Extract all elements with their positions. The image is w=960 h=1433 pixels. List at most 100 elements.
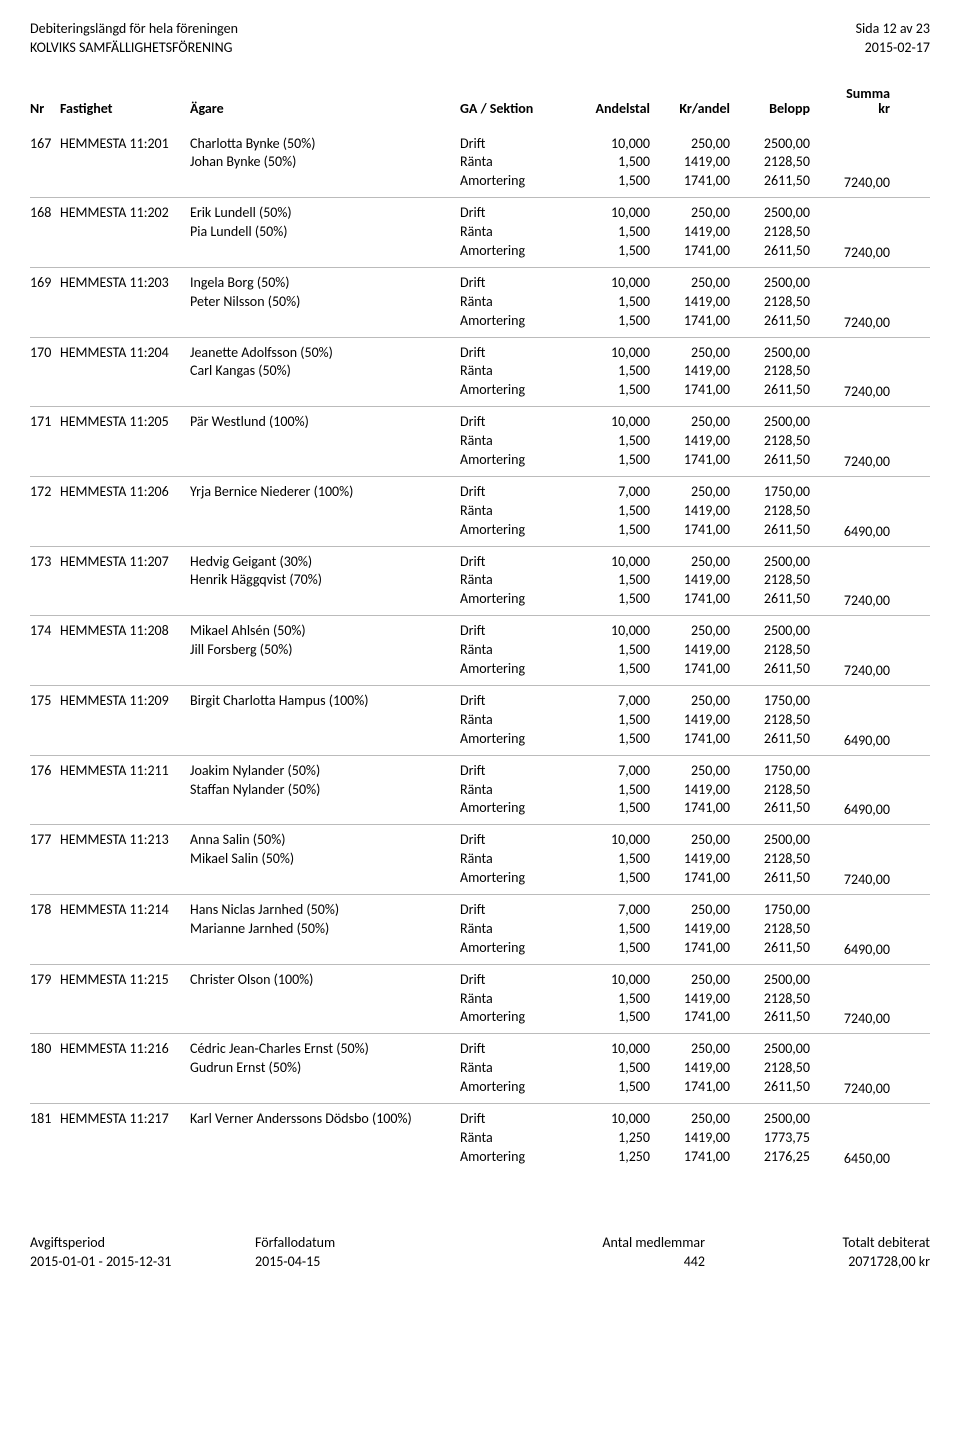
line-ga: Amortering <box>460 451 570 470</box>
line-andelstal: 1,500 <box>570 939 650 958</box>
table-row: 175HEMMESTA 11:209Birgit Charlotta Hampu… <box>30 686 930 756</box>
cell-belopp: 2500,002128,502611,50 <box>730 413 810 470</box>
line-belopp: 1750,00 <box>730 692 810 711</box>
cell-sum: 7240,00 <box>810 413 890 470</box>
line-andelstal: 1,500 <box>570 451 650 470</box>
owner-name: Pär Westlund (100%) <box>190 413 460 432</box>
owner-name: Karl Verner Anderssons Dödsbo (100%) <box>190 1110 460 1129</box>
cell-sum: 7240,00 <box>810 1040 890 1097</box>
line-krandel: 250,00 <box>650 204 730 223</box>
cell-belopp: 2500,002128,502611,50 <box>730 344 810 401</box>
line-ga: Amortering <box>460 939 570 958</box>
cell-nr: 177 <box>30 831 60 888</box>
line-belopp: 2128,50 <box>730 1059 810 1078</box>
cell-belopp: 1750,002128,502611,50 <box>730 483 810 540</box>
cell-belopp: 2500,002128,502611,50 <box>730 135 810 192</box>
line-ga: Amortering <box>460 730 570 749</box>
doc-title: Debiteringslängd för hela föreningen <box>30 20 238 39</box>
table-row: 180HEMMESTA 11:216Cédric Jean-Charles Er… <box>30 1034 930 1104</box>
line-krandel: 1741,00 <box>650 730 730 749</box>
line-krandel: 250,00 <box>650 762 730 781</box>
line-ga: Ränta <box>460 362 570 381</box>
line-andelstal: 1,250 <box>570 1148 650 1167</box>
line-andelstal: 7,000 <box>570 692 650 711</box>
cell-owners: Cédric Jean-Charles Ernst (50%)Gudrun Er… <box>190 1040 460 1097</box>
cell-ga: DriftRäntaAmortering <box>460 762 570 819</box>
owner-name: Charlotta Bynke (50%) <box>190 135 460 154</box>
line-andelstal: 1,500 <box>570 502 650 521</box>
line-belopp: 2500,00 <box>730 135 810 154</box>
line-belopp: 2500,00 <box>730 413 810 432</box>
line-ga: Drift <box>460 971 570 990</box>
line-krandel: 1741,00 <box>650 799 730 818</box>
cell-nr: 176 <box>30 762 60 819</box>
cell-owners: Pär Westlund (100%) <box>190 413 460 470</box>
table-row: 171HEMMESTA 11:205Pär Westlund (100%)Dri… <box>30 407 930 477</box>
line-krandel: 1741,00 <box>650 172 730 191</box>
table-row: 173HEMMESTA 11:207Hedvig Geigant (30%)He… <box>30 547 930 617</box>
cell-belopp: 2500,002128,502611,50 <box>730 971 810 1028</box>
entries-list: 167HEMMESTA 11:201Charlotta Bynke (50%)J… <box>30 129 930 1173</box>
due-label: Förfallodatum <box>255 1233 480 1253</box>
cell-ga: DriftRäntaAmortering <box>460 971 570 1028</box>
line-andelstal: 10,000 <box>570 204 650 223</box>
line-ga: Ränta <box>460 1129 570 1148</box>
cell-andelstal: 10,0001,5001,500 <box>570 413 650 470</box>
cell-andelstal: 7,0001,5001,500 <box>570 483 650 540</box>
line-ga: Amortering <box>460 590 570 609</box>
cell-sum: 6490,00 <box>810 762 890 819</box>
header-right: Sida 12 av 23 2015-02-17 <box>856 20 930 58</box>
cell-andelstal: 10,0001,5001,500 <box>570 344 650 401</box>
line-andelstal: 1,500 <box>570 223 650 242</box>
line-krandel: 250,00 <box>650 135 730 154</box>
line-krandel: 1419,00 <box>650 641 730 660</box>
cell-andelstal: 7,0001,5001,500 <box>570 692 650 749</box>
line-ga: Drift <box>460 1040 570 1059</box>
line-belopp: 2176,25 <box>730 1148 810 1167</box>
cell-sum: 6450,00 <box>810 1110 890 1167</box>
cell-ga: DriftRäntaAmortering <box>460 831 570 888</box>
line-ga: Amortering <box>460 869 570 888</box>
cell-owners: Charlotta Bynke (50%)Johan Bynke (50%) <box>190 135 460 192</box>
line-andelstal: 1,500 <box>570 362 650 381</box>
cell-ga: DriftRäntaAmortering <box>460 413 570 470</box>
cell-sum: 7240,00 <box>810 135 890 192</box>
line-andelstal: 1,500 <box>570 1059 650 1078</box>
line-belopp: 2128,50 <box>730 641 810 660</box>
line-krandel: 1741,00 <box>650 660 730 679</box>
cell-andelstal: 10,0001,5001,500 <box>570 1040 650 1097</box>
line-andelstal: 7,000 <box>570 901 650 920</box>
line-ga: Amortering <box>460 1078 570 1097</box>
owner-name: Cédric Jean-Charles Ernst (50%) <box>190 1040 460 1059</box>
cell-owners: Hans Niclas Jarnhed (50%)Marianne Jarnhe… <box>190 901 460 958</box>
line-andelstal: 1,500 <box>570 869 650 888</box>
owner-name: Mikael Ahlsén (50%) <box>190 622 460 641</box>
line-krandel: 1741,00 <box>650 451 730 470</box>
cell-sum: 6490,00 <box>810 483 890 540</box>
cell-andelstal: 10,0001,5001,500 <box>570 831 650 888</box>
line-belopp: 2500,00 <box>730 553 810 572</box>
line-andelstal: 10,000 <box>570 1110 650 1129</box>
line-andelstal: 1,500 <box>570 799 650 818</box>
org-name: KOLVIKS SAMFÄLLIGHETSFÖRENING <box>30 39 238 58</box>
owner-name: Henrik Häggqvist (70%) <box>190 571 460 590</box>
line-andelstal: 1,500 <box>570 432 650 451</box>
line-andelstal: 1,500 <box>570 172 650 191</box>
line-andelstal: 10,000 <box>570 135 650 154</box>
line-ga: Drift <box>460 204 570 223</box>
cell-krandel: 250,001419,001741,00 <box>650 204 730 261</box>
cell-sum: 7240,00 <box>810 204 890 261</box>
line-ga: Ränta <box>460 153 570 172</box>
line-andelstal: 10,000 <box>570 274 650 293</box>
cell-owners: Erik Lundell (50%)Pia Lundell (50%) <box>190 204 460 261</box>
line-belopp: 2500,00 <box>730 1040 810 1059</box>
line-belopp: 2128,50 <box>730 781 810 800</box>
line-belopp: 2128,50 <box>730 990 810 1009</box>
footer-due: Förfallodatum 2015-04-15 <box>255 1233 480 1272</box>
cell-nr: 169 <box>30 274 60 331</box>
cell-krandel: 250,001419,001741,00 <box>650 1110 730 1167</box>
line-andelstal: 1,500 <box>570 990 650 1009</box>
cell-nr: 174 <box>30 622 60 679</box>
cell-andelstal: 10,0001,5001,500 <box>570 553 650 610</box>
line-belopp: 2611,50 <box>730 1078 810 1097</box>
